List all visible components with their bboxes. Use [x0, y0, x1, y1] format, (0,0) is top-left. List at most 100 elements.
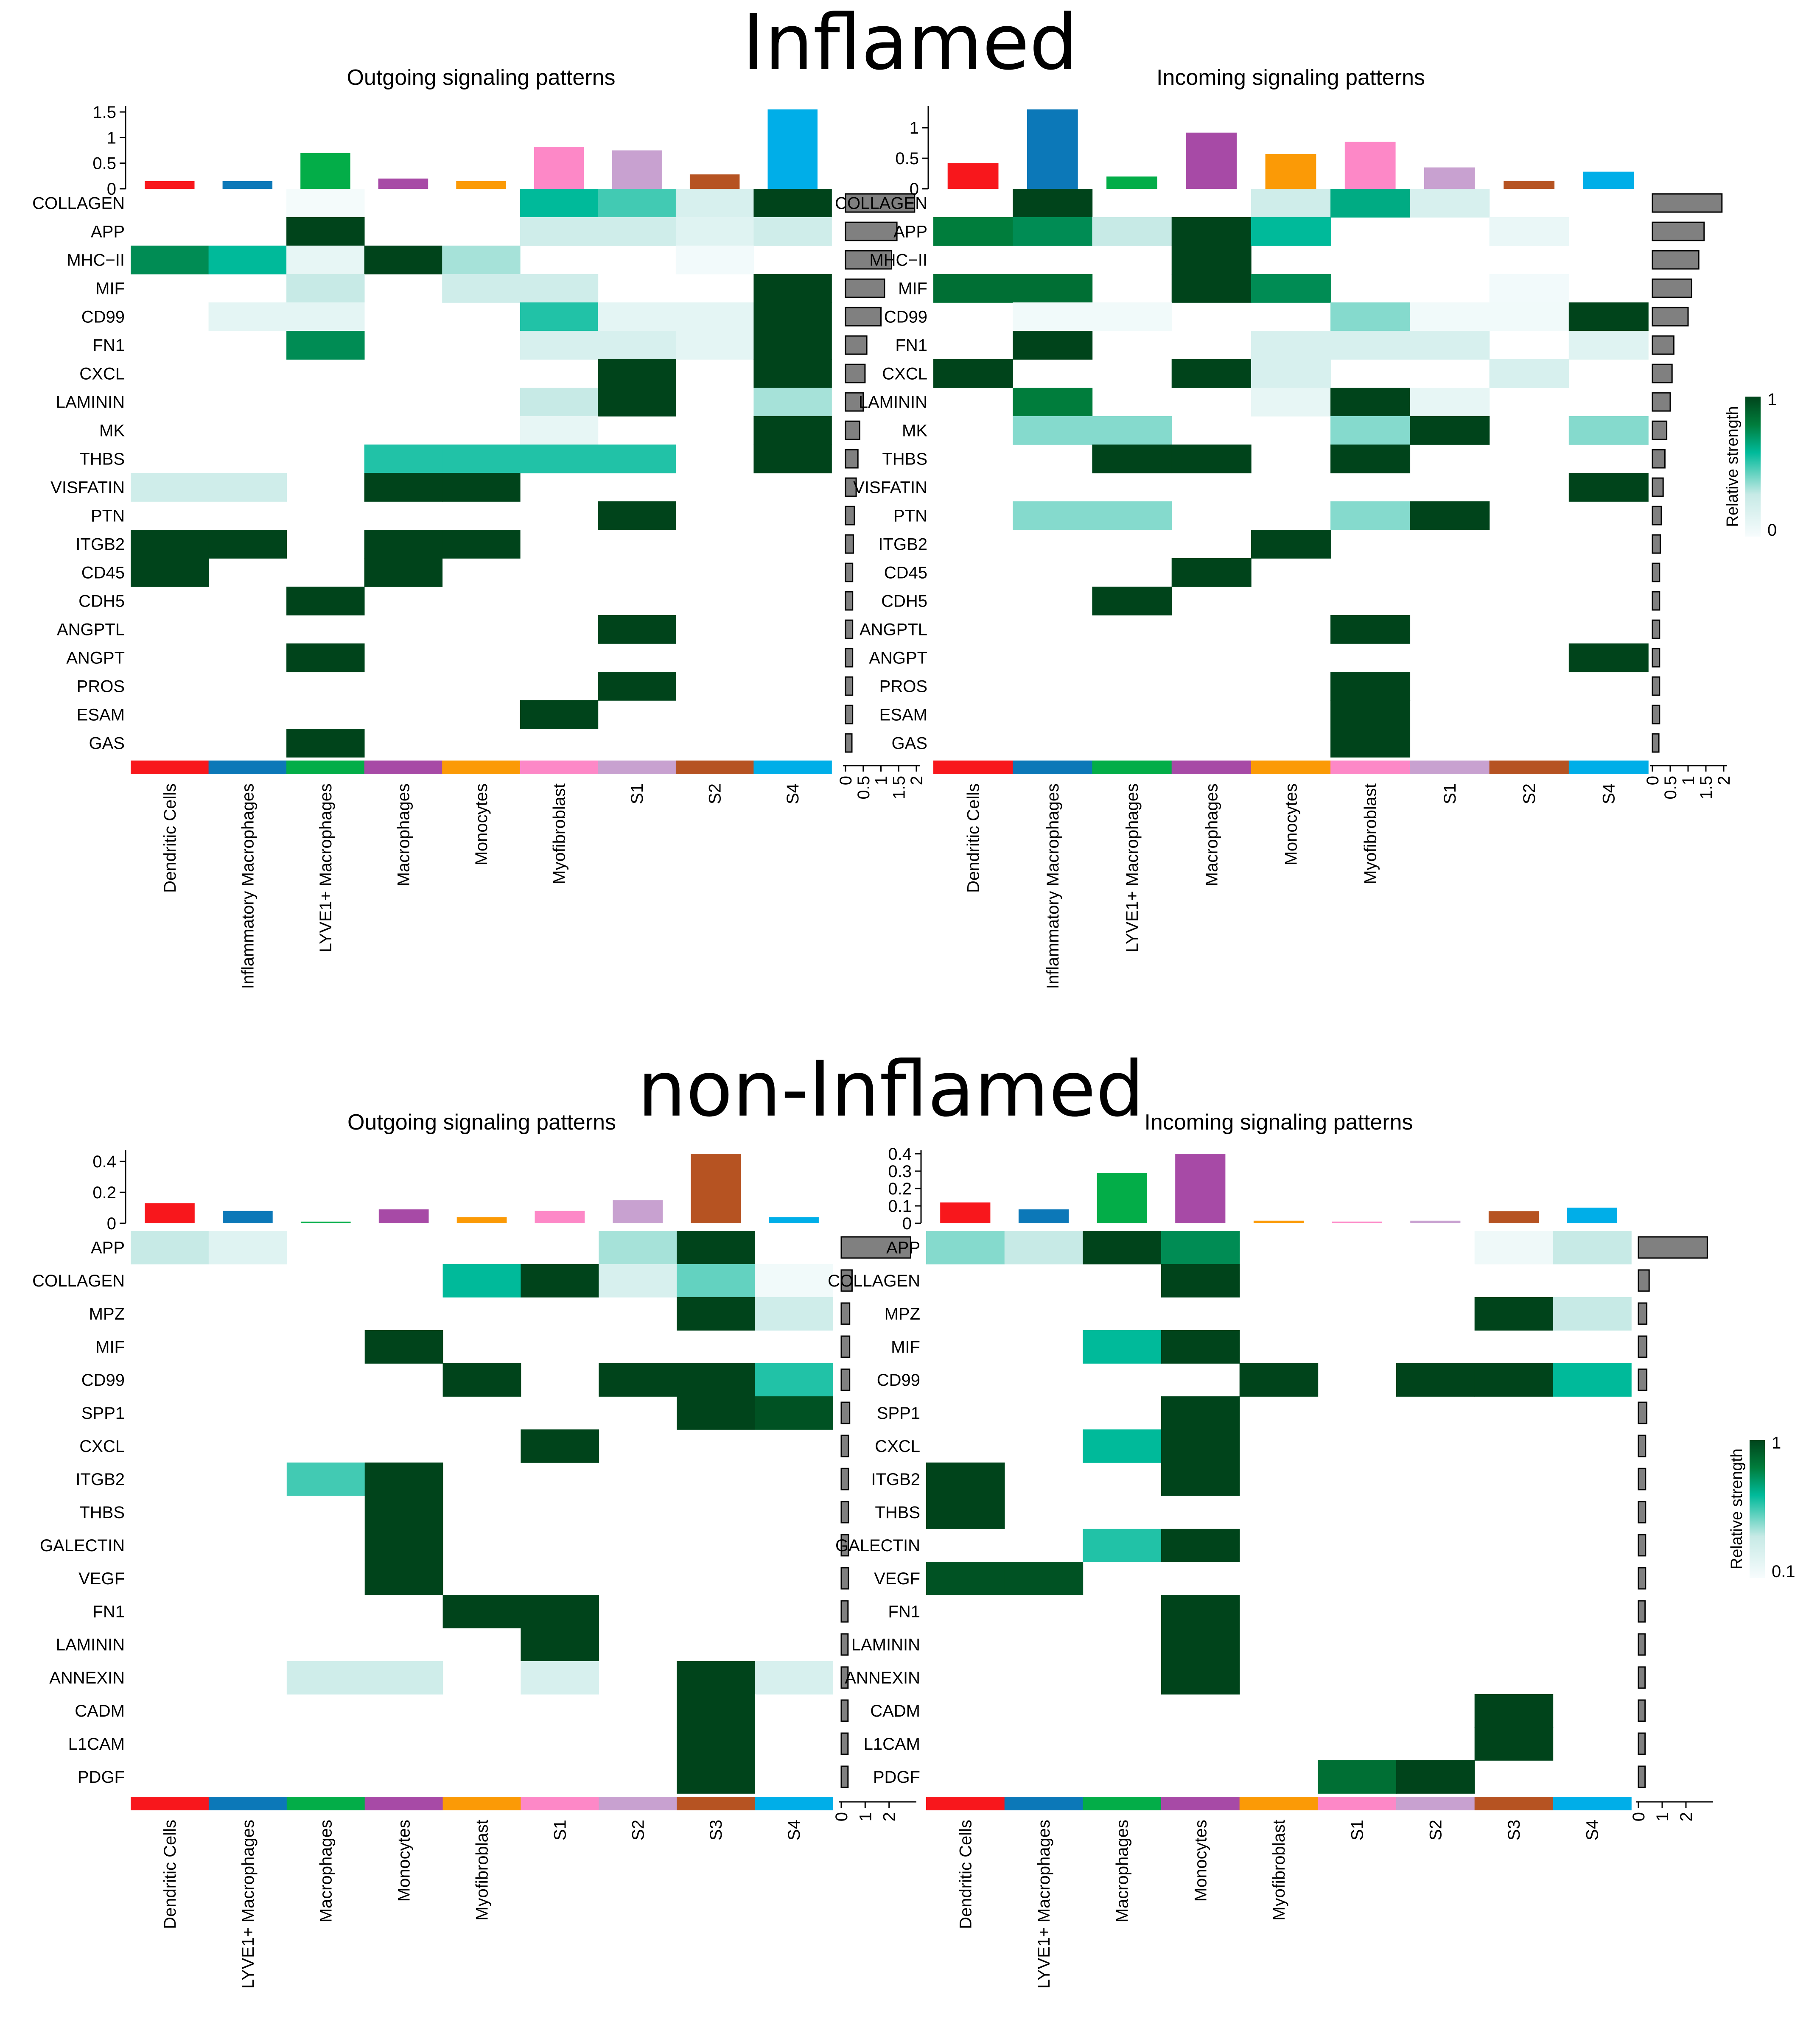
row-total-bar [841, 1402, 850, 1424]
heatmap-cell [599, 1363, 677, 1397]
column-label: S4 [1599, 783, 1618, 804]
legend-min-label: 0 [1767, 521, 1777, 540]
heatmap-cell [1005, 1231, 1084, 1264]
column-total-bar [379, 1209, 429, 1223]
heatmap-cell [1490, 217, 1569, 246]
panel-title: Outgoing signaling patterns [347, 1110, 616, 1135]
figure: Inflamed non-Inflamed Outgoing signaling… [0, 0, 1820, 2036]
right-axis-tick-label: 2 [1715, 776, 1733, 785]
column-color-strip [1553, 1797, 1632, 1810]
heatmap-cell [753, 445, 832, 473]
heatmap-cell [677, 1727, 755, 1761]
row-total-bar [846, 734, 852, 752]
heatmap-cell [677, 1363, 755, 1397]
heatmap-cell [1092, 501, 1172, 530]
heatmap-cell [442, 246, 520, 274]
row-label: FN1 [92, 1603, 125, 1621]
heatmap-cell [1251, 274, 1331, 303]
heatmap-cell [1161, 1661, 1240, 1695]
heatmap-cell [131, 473, 209, 502]
heatmap-cell [520, 217, 598, 246]
legend-max-label: 1 [1767, 390, 1777, 409]
heatmap-cell [1161, 1529, 1240, 1562]
row-label: CXCL [882, 365, 927, 383]
column-label: S1 [1441, 783, 1459, 804]
row-label: CXCL [875, 1437, 920, 1456]
top-axis-tick-label: 0 [910, 180, 919, 199]
column-total-bar [378, 179, 428, 189]
row-total-bar [1638, 1303, 1647, 1324]
heatmap-cell [286, 302, 364, 331]
heatmap-cell [1013, 501, 1092, 530]
row-total-bar [1652, 364, 1672, 383]
row-label: COLLAGEN [828, 1272, 920, 1290]
heatmap-cell [1092, 587, 1172, 615]
legend-min-label: 0.1 [1772, 1562, 1795, 1581]
column-label: Monocytes [395, 1820, 414, 1902]
right-axis-tick-label: 2 [907, 776, 926, 785]
column-total-bar [300, 153, 350, 189]
row-total-bar [1652, 563, 1660, 582]
row-label: MHC−II [869, 251, 927, 270]
right-axis-tick-label: 1.5 [1697, 776, 1716, 800]
heatmap-cell [926, 1463, 1005, 1496]
column-total-bar [1504, 181, 1554, 189]
heatmap-cell [755, 1363, 833, 1397]
heatmap-cell [131, 558, 209, 587]
heatmap-cell [676, 302, 754, 331]
column-color-strip [131, 1797, 209, 1810]
row-label: APP [91, 223, 125, 241]
heatmap-cell [286, 246, 364, 274]
column-label: Macrophages [1202, 783, 1221, 886]
row-total-bar [1638, 1270, 1649, 1291]
heatmap-cell [1410, 302, 1490, 331]
heatmap-cell [677, 1231, 755, 1264]
heatmap-cell [1475, 1297, 1554, 1331]
heatmap-cell [1396, 1760, 1475, 1794]
row-total-bar [841, 1766, 848, 1787]
panel-inflamed-outgoing: Outgoing signaling patterns COLLAGEN APP MH… [32, 65, 926, 989]
heatmap-cell [676, 246, 754, 274]
column-total-bar [1027, 109, 1078, 189]
row-label: PTN [893, 507, 927, 526]
column-label: S2 [706, 783, 725, 804]
row-total-bar [846, 649, 853, 667]
row-total-bar [841, 1303, 850, 1324]
heatmap-cell [598, 217, 676, 246]
heatmap-cell [676, 217, 754, 246]
row-label: LAMININ [56, 393, 125, 412]
heatmap-cell [520, 274, 598, 303]
row-total-bar [846, 308, 881, 326]
heatmap-cell [1251, 331, 1331, 360]
heatmap-cell [1330, 672, 1410, 701]
column-color-strip [1251, 761, 1331, 774]
heatmap-cell [1553, 1363, 1632, 1397]
column-color-strip [1569, 761, 1649, 774]
row-total-bar [846, 563, 853, 582]
row-total-bar [1652, 393, 1670, 411]
heatmap-cell [1092, 302, 1172, 331]
heatmap-cell [1410, 331, 1490, 360]
column-color-strip [933, 761, 1013, 774]
heatmap-cell [364, 530, 442, 559]
column-total-bar [145, 181, 195, 189]
heatmap-cell [131, 530, 209, 559]
column-label: LYVE1+ Macrophages [1123, 783, 1142, 952]
row-total-bar [1652, 677, 1660, 695]
heatmap-cell [1330, 416, 1410, 445]
heatmap-cell [598, 331, 676, 360]
column-color-strip [1410, 761, 1490, 774]
heatmap-cell [1251, 388, 1331, 417]
heatmap-cell [287, 1463, 365, 1496]
column-color-strip [131, 761, 209, 774]
column-color-strip [1083, 1797, 1162, 1810]
column-label: S3 [707, 1820, 725, 1840]
row-label: APP [91, 1239, 125, 1257]
column-total-bar [940, 1203, 990, 1223]
heatmap-cell [598, 302, 676, 331]
heatmap-cell [1013, 331, 1092, 360]
heatmap-cell [755, 1264, 833, 1298]
row-total-bar [1652, 535, 1660, 553]
row-total-bar [1652, 450, 1665, 468]
column-label: Monocytes [472, 783, 491, 865]
